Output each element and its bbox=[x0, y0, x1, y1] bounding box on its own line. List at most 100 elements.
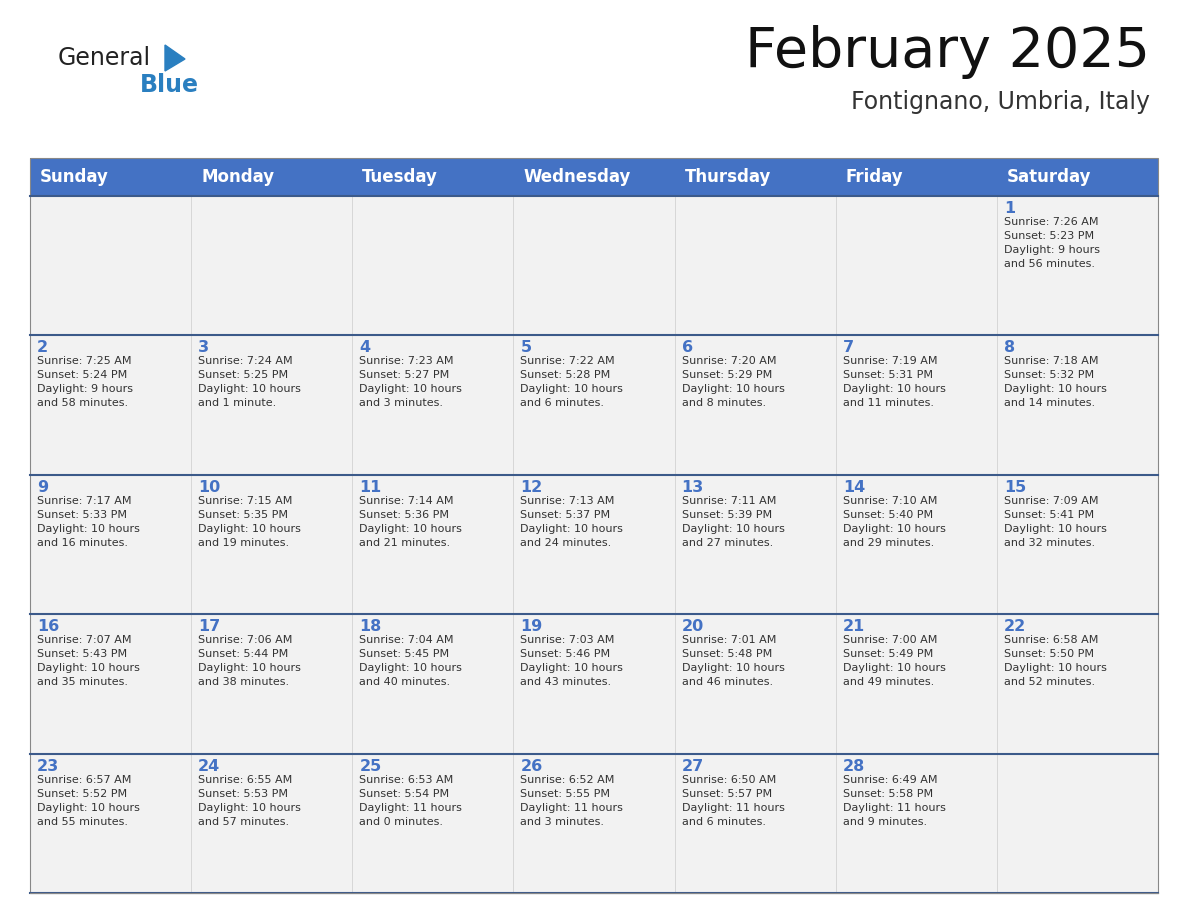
Text: 26: 26 bbox=[520, 758, 543, 774]
Bar bbox=[191, 196, 353, 335]
Text: Fontignano, Umbria, Italy: Fontignano, Umbria, Italy bbox=[851, 90, 1150, 114]
Text: 8: 8 bbox=[1004, 341, 1015, 355]
Bar bbox=[353, 614, 513, 754]
Text: 27: 27 bbox=[682, 758, 703, 774]
Bar bbox=[30, 158, 1158, 893]
Text: 6: 6 bbox=[682, 341, 693, 355]
Bar bbox=[353, 475, 513, 614]
Text: Sunrise: 7:10 AM
Sunset: 5:40 PM
Daylight: 10 hours
and 29 minutes.: Sunrise: 7:10 AM Sunset: 5:40 PM Dayligh… bbox=[842, 496, 946, 548]
Text: Saturday: Saturday bbox=[1007, 168, 1092, 186]
Text: Sunrise: 7:19 AM
Sunset: 5:31 PM
Daylight: 10 hours
and 11 minutes.: Sunrise: 7:19 AM Sunset: 5:31 PM Dayligh… bbox=[842, 356, 946, 409]
Text: Sunday: Sunday bbox=[40, 168, 109, 186]
Text: 20: 20 bbox=[682, 620, 703, 634]
Text: Sunrise: 7:01 AM
Sunset: 5:48 PM
Daylight: 10 hours
and 46 minutes.: Sunrise: 7:01 AM Sunset: 5:48 PM Dayligh… bbox=[682, 635, 784, 688]
Bar bbox=[675, 335, 835, 475]
Text: Sunrise: 6:55 AM
Sunset: 5:53 PM
Daylight: 10 hours
and 57 minutes.: Sunrise: 6:55 AM Sunset: 5:53 PM Dayligh… bbox=[198, 775, 301, 826]
Text: Sunrise: 7:09 AM
Sunset: 5:41 PM
Daylight: 10 hours
and 32 minutes.: Sunrise: 7:09 AM Sunset: 5:41 PM Dayligh… bbox=[1004, 496, 1107, 548]
Bar bbox=[30, 158, 191, 196]
Bar bbox=[997, 158, 1158, 196]
Bar bbox=[353, 158, 513, 196]
Bar bbox=[513, 475, 675, 614]
Text: 21: 21 bbox=[842, 620, 865, 634]
Text: 1: 1 bbox=[1004, 201, 1015, 216]
Text: 19: 19 bbox=[520, 620, 543, 634]
Text: Sunrise: 6:49 AM
Sunset: 5:58 PM
Daylight: 11 hours
and 9 minutes.: Sunrise: 6:49 AM Sunset: 5:58 PM Dayligh… bbox=[842, 775, 946, 826]
Bar bbox=[30, 475, 191, 614]
Text: Sunrise: 7:07 AM
Sunset: 5:43 PM
Daylight: 10 hours
and 35 minutes.: Sunrise: 7:07 AM Sunset: 5:43 PM Dayligh… bbox=[37, 635, 140, 688]
Bar bbox=[30, 754, 191, 893]
Text: Sunrise: 7:06 AM
Sunset: 5:44 PM
Daylight: 10 hours
and 38 minutes.: Sunrise: 7:06 AM Sunset: 5:44 PM Dayligh… bbox=[198, 635, 301, 688]
Text: 25: 25 bbox=[359, 758, 381, 774]
Text: 24: 24 bbox=[198, 758, 221, 774]
Text: Sunrise: 7:03 AM
Sunset: 5:46 PM
Daylight: 10 hours
and 43 minutes.: Sunrise: 7:03 AM Sunset: 5:46 PM Dayligh… bbox=[520, 635, 624, 688]
Bar bbox=[513, 754, 675, 893]
Bar bbox=[835, 614, 997, 754]
Text: 10: 10 bbox=[198, 480, 221, 495]
Bar bbox=[675, 196, 835, 335]
Text: 28: 28 bbox=[842, 758, 865, 774]
Text: 17: 17 bbox=[198, 620, 221, 634]
Bar bbox=[513, 614, 675, 754]
Text: General: General bbox=[58, 46, 151, 70]
Text: 5: 5 bbox=[520, 341, 531, 355]
Bar bbox=[675, 614, 835, 754]
Text: Sunrise: 6:53 AM
Sunset: 5:54 PM
Daylight: 11 hours
and 0 minutes.: Sunrise: 6:53 AM Sunset: 5:54 PM Dayligh… bbox=[359, 775, 462, 826]
Text: Sunrise: 7:14 AM
Sunset: 5:36 PM
Daylight: 10 hours
and 21 minutes.: Sunrise: 7:14 AM Sunset: 5:36 PM Dayligh… bbox=[359, 496, 462, 548]
Text: Sunrise: 7:00 AM
Sunset: 5:49 PM
Daylight: 10 hours
and 49 minutes.: Sunrise: 7:00 AM Sunset: 5:49 PM Dayligh… bbox=[842, 635, 946, 688]
Bar bbox=[191, 475, 353, 614]
Text: 22: 22 bbox=[1004, 620, 1026, 634]
Bar bbox=[997, 335, 1158, 475]
Bar bbox=[513, 196, 675, 335]
Text: Wednesday: Wednesday bbox=[524, 168, 631, 186]
Bar bbox=[835, 475, 997, 614]
Text: Sunrise: 7:13 AM
Sunset: 5:37 PM
Daylight: 10 hours
and 24 minutes.: Sunrise: 7:13 AM Sunset: 5:37 PM Dayligh… bbox=[520, 496, 624, 548]
Bar bbox=[30, 196, 191, 335]
Bar bbox=[835, 754, 997, 893]
Text: Sunrise: 7:24 AM
Sunset: 5:25 PM
Daylight: 10 hours
and 1 minute.: Sunrise: 7:24 AM Sunset: 5:25 PM Dayligh… bbox=[198, 356, 301, 409]
Text: Sunrise: 7:23 AM
Sunset: 5:27 PM
Daylight: 10 hours
and 3 minutes.: Sunrise: 7:23 AM Sunset: 5:27 PM Dayligh… bbox=[359, 356, 462, 409]
Text: 3: 3 bbox=[198, 341, 209, 355]
Text: Friday: Friday bbox=[846, 168, 903, 186]
Bar bbox=[191, 335, 353, 475]
Text: February 2025: February 2025 bbox=[745, 25, 1150, 79]
Bar bbox=[30, 614, 191, 754]
Text: Sunrise: 6:57 AM
Sunset: 5:52 PM
Daylight: 10 hours
and 55 minutes.: Sunrise: 6:57 AM Sunset: 5:52 PM Dayligh… bbox=[37, 775, 140, 826]
Text: Sunrise: 7:22 AM
Sunset: 5:28 PM
Daylight: 10 hours
and 6 minutes.: Sunrise: 7:22 AM Sunset: 5:28 PM Dayligh… bbox=[520, 356, 624, 409]
Text: Sunrise: 6:58 AM
Sunset: 5:50 PM
Daylight: 10 hours
and 52 minutes.: Sunrise: 6:58 AM Sunset: 5:50 PM Dayligh… bbox=[1004, 635, 1107, 688]
Bar bbox=[997, 196, 1158, 335]
Bar bbox=[513, 158, 675, 196]
Text: 12: 12 bbox=[520, 480, 543, 495]
Text: 4: 4 bbox=[359, 341, 371, 355]
Text: Blue: Blue bbox=[140, 73, 200, 97]
Bar bbox=[997, 614, 1158, 754]
Text: 23: 23 bbox=[37, 758, 59, 774]
Text: 15: 15 bbox=[1004, 480, 1026, 495]
Text: Monday: Monday bbox=[201, 168, 274, 186]
Text: Sunrise: 7:18 AM
Sunset: 5:32 PM
Daylight: 10 hours
and 14 minutes.: Sunrise: 7:18 AM Sunset: 5:32 PM Dayligh… bbox=[1004, 356, 1107, 409]
Text: Sunrise: 7:15 AM
Sunset: 5:35 PM
Daylight: 10 hours
and 19 minutes.: Sunrise: 7:15 AM Sunset: 5:35 PM Dayligh… bbox=[198, 496, 301, 548]
Text: 13: 13 bbox=[682, 480, 703, 495]
Bar bbox=[191, 614, 353, 754]
Text: Tuesday: Tuesday bbox=[362, 168, 438, 186]
Bar bbox=[30, 335, 191, 475]
Bar bbox=[675, 475, 835, 614]
Text: 11: 11 bbox=[359, 480, 381, 495]
Text: Thursday: Thursday bbox=[684, 168, 771, 186]
Bar bbox=[997, 754, 1158, 893]
Text: Sunrise: 7:20 AM
Sunset: 5:29 PM
Daylight: 10 hours
and 8 minutes.: Sunrise: 7:20 AM Sunset: 5:29 PM Dayligh… bbox=[682, 356, 784, 409]
Text: 2: 2 bbox=[37, 341, 49, 355]
Bar bbox=[675, 754, 835, 893]
Bar bbox=[353, 196, 513, 335]
Bar bbox=[353, 335, 513, 475]
Text: 16: 16 bbox=[37, 620, 59, 634]
Text: 9: 9 bbox=[37, 480, 49, 495]
Polygon shape bbox=[165, 45, 185, 71]
Text: Sunrise: 7:17 AM
Sunset: 5:33 PM
Daylight: 10 hours
and 16 minutes.: Sunrise: 7:17 AM Sunset: 5:33 PM Dayligh… bbox=[37, 496, 140, 548]
Bar bbox=[191, 158, 353, 196]
Bar bbox=[191, 754, 353, 893]
Bar bbox=[513, 335, 675, 475]
Bar bbox=[675, 158, 835, 196]
Text: Sunrise: 7:11 AM
Sunset: 5:39 PM
Daylight: 10 hours
and 27 minutes.: Sunrise: 7:11 AM Sunset: 5:39 PM Dayligh… bbox=[682, 496, 784, 548]
Bar bbox=[353, 754, 513, 893]
Text: Sunrise: 7:04 AM
Sunset: 5:45 PM
Daylight: 10 hours
and 40 minutes.: Sunrise: 7:04 AM Sunset: 5:45 PM Dayligh… bbox=[359, 635, 462, 688]
